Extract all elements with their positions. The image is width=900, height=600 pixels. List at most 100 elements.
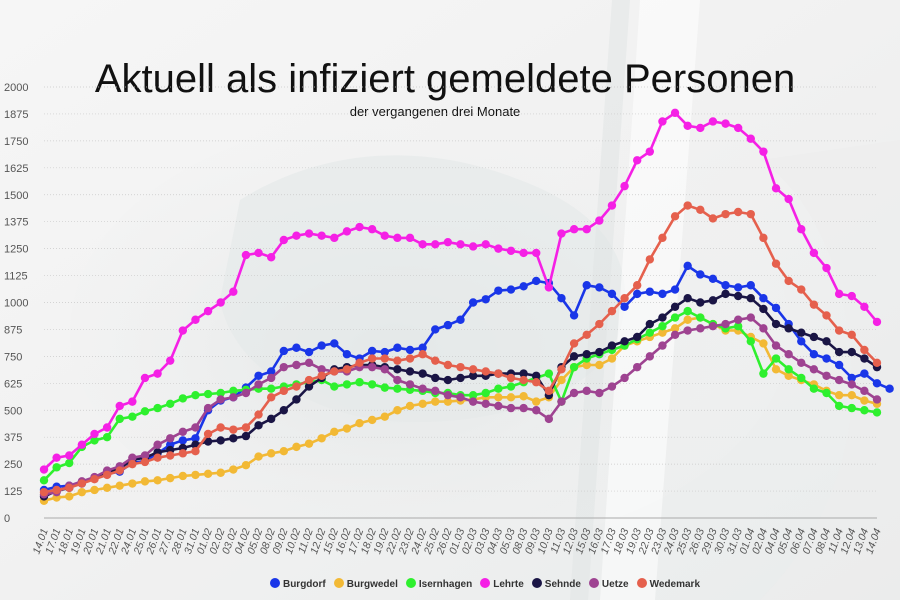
data-point-burgwedel: [393, 406, 402, 415]
data-point-uetze: [468, 397, 478, 406]
data-point-sehnde: [658, 313, 667, 322]
data-point-isernhagen: [140, 407, 150, 416]
data-point-uetze: [166, 434, 175, 443]
legend-item-isernhagen[interactable]: Isernhagen: [405, 578, 472, 590]
data-point-burgwedel: [266, 449, 276, 458]
legend-dot-icon: [480, 578, 491, 588]
data-point-burgdorf: [860, 369, 869, 378]
data-point-burgwedel: [519, 392, 528, 401]
data-point-isernhagen: [683, 306, 692, 316]
chart-legend: Burgdorf Burgwedel Isernhagen Lehrte Sehnde U…: [0, 578, 900, 590]
data-point-uetze: [784, 350, 793, 359]
data-point-wedemark: [481, 367, 490, 376]
data-point-burgwedel: [759, 339, 768, 348]
data-point-sehnde: [708, 296, 718, 305]
data-point-sehnde: [733, 291, 743, 301]
data-point-burgwedel: [367, 415, 377, 425]
data-point-lehrte: [797, 225, 806, 234]
data-point-wedemark: [746, 209, 755, 219]
data-point-uetze: [128, 453, 137, 462]
data-point-burgwedel: [431, 397, 440, 406]
data-point-wedemark: [544, 386, 554, 396]
data-point-uetze: [393, 375, 402, 385]
data-point-burgdorf: [670, 285, 680, 294]
data-point-isernhagen: [355, 378, 364, 387]
data-point-wedemark: [872, 358, 882, 368]
data-point-burgdorf: [519, 282, 528, 291]
data-point-uetze: [834, 375, 844, 385]
data-point-burgwedel: [784, 371, 793, 380]
data-point-sehnde: [443, 375, 453, 385]
data-point-isernhagen: [102, 432, 112, 442]
legend-item-sehnde[interactable]: Sehnde: [531, 578, 581, 590]
data-point-sehnde: [393, 365, 402, 374]
data-point-uetze: [443, 390, 453, 400]
data-point-burgdorf: [569, 311, 579, 320]
data-point-uetze: [431, 386, 440, 396]
data-point-burgwedel: [342, 424, 352, 433]
data-point-lehrte: [52, 453, 61, 462]
data-point-uetze: [519, 403, 528, 413]
data-point-lehrte: [254, 248, 263, 258]
data-point-isernhagen: [834, 401, 844, 411]
data-point-isernhagen: [153, 403, 162, 413]
data-point-lehrte: [683, 121, 692, 130]
data-point-wedemark: [191, 446, 200, 456]
data-point-uetze: [418, 384, 427, 393]
data-point-isernhagen: [216, 388, 225, 398]
data-point-uetze: [544, 414, 554, 424]
y-tick-label: 0: [4, 513, 10, 525]
data-point-isernhagen: [809, 384, 819, 393]
data-point-sehnde: [670, 302, 680, 312]
data-point-sehnde: [569, 352, 579, 361]
data-point-burgdorf: [292, 343, 301, 352]
data-point-isernhagen: [191, 390, 200, 400]
data-point-lehrte: [595, 216, 604, 225]
data-point-burgdorf: [393, 343, 402, 352]
data-point-burgwedel: [557, 375, 566, 385]
data-point-uetze: [797, 358, 806, 368]
data-point-sehnde: [266, 414, 276, 424]
data-point-isernhagen: [872, 408, 882, 417]
legend-label: Burgwedel: [346, 579, 398, 590]
data-point-lehrte: [140, 373, 150, 383]
data-point-isernhagen: [266, 384, 276, 393]
data-point-uetze: [405, 380, 415, 389]
legend-item-burgwedel[interactable]: Burgwedel: [333, 578, 398, 590]
data-point-isernhagen: [468, 390, 478, 400]
data-point-uetze: [292, 360, 301, 370]
data-point-lehrte: [822, 263, 831, 273]
data-point-burgdorf: [847, 373, 856, 383]
data-point-uetze: [670, 330, 680, 340]
data-point-wedemark: [330, 367, 339, 376]
data-point-wedemark: [431, 356, 440, 365]
data-point-uetze: [771, 341, 781, 350]
legend-item-wedemark[interactable]: Wedemark: [636, 578, 700, 590]
data-point-uetze: [203, 403, 213, 413]
data-point-burgwedel: [355, 418, 364, 428]
data-point-lehrte: [759, 147, 768, 156]
data-point-uetze: [266, 373, 276, 383]
legend-item-lehrte[interactable]: Lehrte: [480, 578, 524, 590]
data-point-lehrte: [658, 117, 667, 126]
data-point-wedemark: [569, 339, 579, 348]
data-point-uetze: [367, 362, 377, 372]
data-point-sehnde: [431, 373, 440, 383]
data-point-uetze: [872, 395, 882, 404]
legend-item-burgdorf[interactable]: Burgdorf: [269, 578, 326, 590]
data-point-lehrte: [77, 440, 87, 449]
data-point-burgdorf: [721, 281, 730, 290]
data-point-burgwedel: [847, 390, 856, 400]
y-tick-label: 1000: [4, 298, 28, 310]
data-point-wedemark: [342, 365, 352, 374]
data-point-burgwedel: [241, 461, 251, 470]
data-point-burgwedel: [506, 393, 516, 402]
data-point-lehrte: [418, 240, 427, 249]
data-point-lehrte: [241, 250, 251, 260]
data-point-wedemark: [229, 425, 238, 434]
data-point-wedemark: [683, 201, 692, 210]
data-point-burgdorf: [759, 293, 768, 303]
data-point-uetze: [809, 365, 819, 374]
data-point-burgdorf: [708, 274, 718, 283]
legend-item-uetze[interactable]: Uetze: [588, 578, 629, 590]
